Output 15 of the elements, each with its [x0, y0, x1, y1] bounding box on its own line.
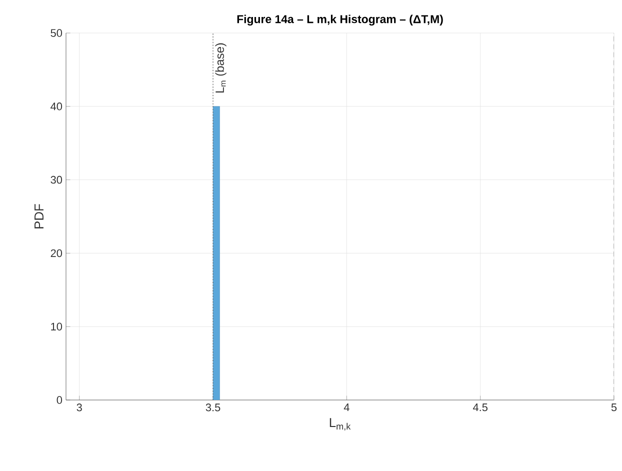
x-tick-label: 5 — [611, 404, 617, 412]
y-axis-title: PDF — [34, 204, 44, 228]
ref-line-label: L$_{m}$ (base) — [215, 43, 226, 93]
y-tick-label: 30 — [50, 176, 62, 184]
x-tick-label: 3.5 — [206, 404, 220, 412]
x-tick-label: 3 — [76, 404, 82, 412]
chart-title: Figure 14a – L m,k Histogram – (ΔT,M) — [237, 14, 443, 26]
y-tick-label: 40 — [50, 102, 62, 110]
x-tick-label: 4 — [344, 404, 350, 412]
x-tick-label: 4.5 — [472, 404, 488, 412]
y-tick-label: 50 — [50, 29, 62, 37]
x-axis-title: L$_{m,k}$ — [330, 418, 351, 431]
y-tick-label: 10 — [51, 322, 62, 330]
y-tick-label: 20 — [50, 249, 62, 258]
y-tick-label: 0 — [56, 396, 62, 404]
